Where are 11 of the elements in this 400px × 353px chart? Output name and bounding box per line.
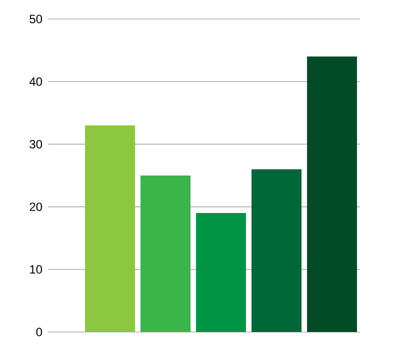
y-tick-label: 10 — [30, 265, 42, 274]
y-tick-label: 20 — [30, 202, 42, 212]
bar — [140, 176, 190, 332]
y-tick-label: 40 — [29, 77, 42, 86]
bar — [307, 56, 357, 332]
bar — [196, 213, 246, 332]
y-tick-label: 50 — [30, 14, 42, 24]
bar — [85, 125, 135, 332]
bar — [252, 169, 302, 332]
y-tick-label: 0 — [36, 328, 42, 336]
y-tick-label: 30 — [30, 140, 42, 148]
